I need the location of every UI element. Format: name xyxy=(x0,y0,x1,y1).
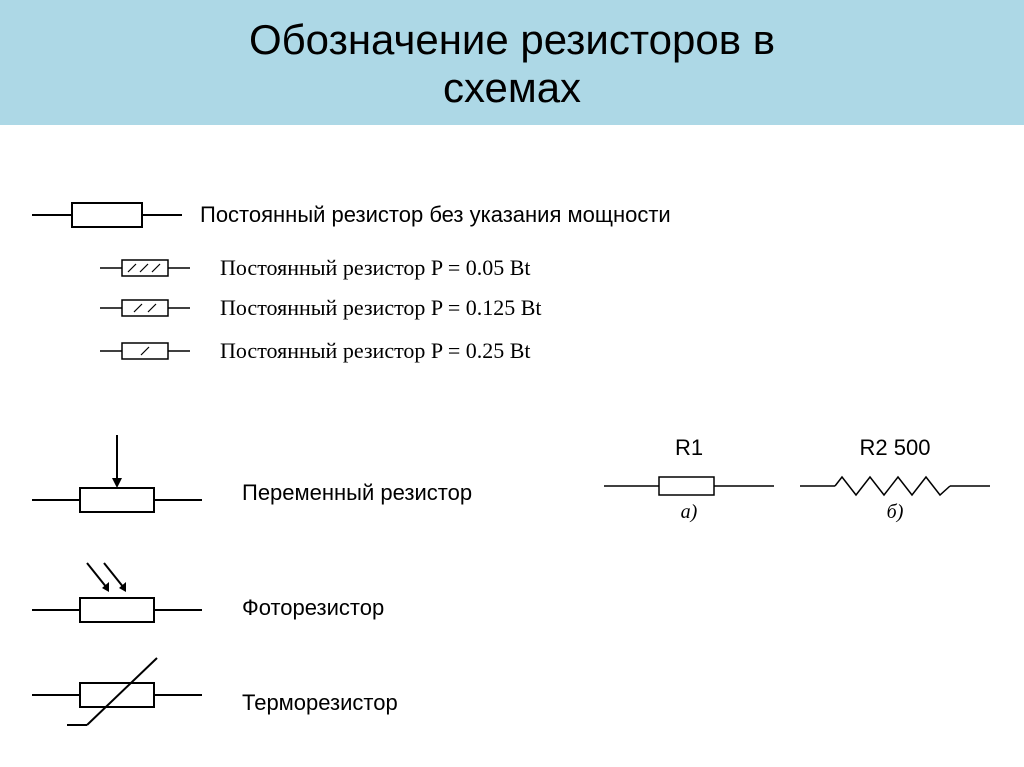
r2-symbol-icon xyxy=(800,471,990,501)
cap-b: б) xyxy=(800,501,990,524)
r1-symbol-icon xyxy=(604,471,774,501)
resistor-fixed-icon xyxy=(32,195,182,235)
resistor-variable-icon xyxy=(32,430,202,520)
example-r1: R1 а) xyxy=(604,435,774,524)
label-fixed-025: Постоянный резистор P = 0.25 Bt xyxy=(220,338,531,364)
label-fixed-0125: Постоянный резистор P = 0.125 Bt xyxy=(220,295,542,321)
row-fixed-resistor: Постоянный резистор без указания мощност… xyxy=(32,195,671,235)
row-photoresistor: Фоторезистор xyxy=(32,560,384,630)
label-photo: Фоторезистор xyxy=(242,595,384,621)
row-variable-resistor: Переменный резистор xyxy=(32,430,472,520)
example-r2: R2 500 б) xyxy=(800,435,990,524)
r1-label: R1 xyxy=(604,435,774,461)
cap-a: а) xyxy=(604,501,774,524)
row-fixed-025: Постоянный резистор P = 0.25 Bt xyxy=(100,338,531,364)
row-fixed-005: Постоянный резистор P = 0.05 Bt xyxy=(100,255,531,281)
row-thermistor: Терморезистор xyxy=(32,650,398,730)
label-fixed-005: Постоянный резистор P = 0.05 Bt xyxy=(220,255,531,281)
resistor-0125-icon xyxy=(100,296,190,320)
thermistor-icon xyxy=(32,650,202,730)
photoresistor-icon xyxy=(32,560,202,630)
row-fixed-0125: Постоянный резистор P = 0.125 Bt xyxy=(100,295,542,321)
label-fixed-no-power: Постоянный резистор без указания мощност… xyxy=(200,202,671,228)
r2-label: R2 500 xyxy=(800,435,990,461)
title-line-2: схемах xyxy=(443,64,581,111)
title-line-1: Обозначение резисторов в xyxy=(249,16,775,63)
page-title: Обозначение резисторов в схемах xyxy=(0,16,1024,113)
label-thermo: Терморезистор xyxy=(242,690,398,716)
resistor-005-icon xyxy=(100,256,190,280)
title-bar: Обозначение резисторов в схемах xyxy=(0,0,1024,125)
label-variable: Переменный резистор xyxy=(242,480,472,506)
resistor-025-icon xyxy=(100,339,190,363)
